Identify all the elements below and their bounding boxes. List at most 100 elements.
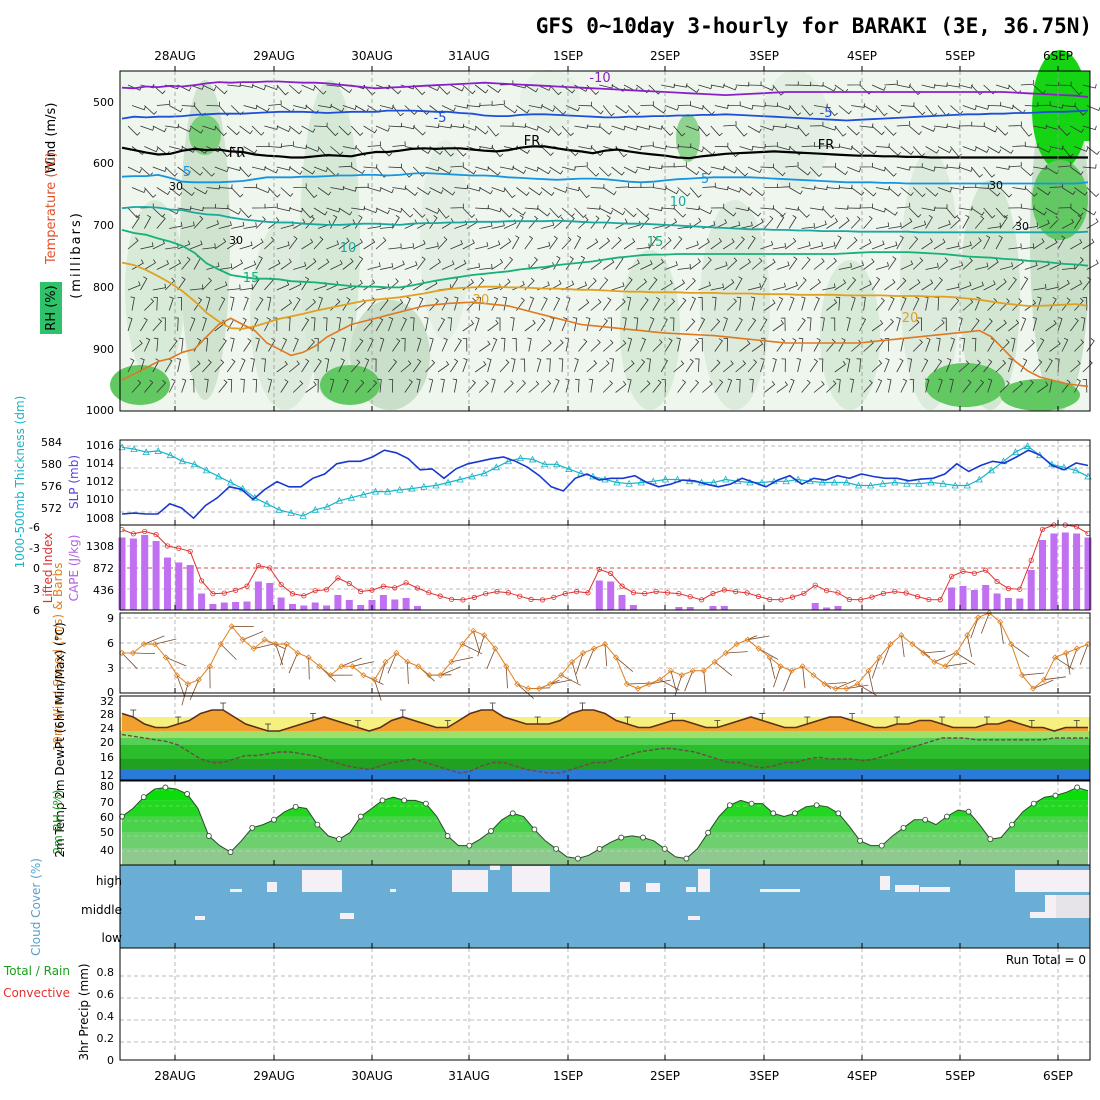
wind-barb <box>975 262 989 270</box>
wind10m-point <box>118 649 126 657</box>
li-point <box>914 593 921 600</box>
wind-barb <box>971 337 977 352</box>
cape-bar <box>289 604 296 610</box>
wind-barb <box>1032 359 1043 373</box>
wind-barb <box>925 214 933 229</box>
wind-barb <box>127 125 141 136</box>
wind-barb <box>995 207 1008 219</box>
wind-barb <box>689 258 701 270</box>
wind10m-point <box>667 667 674 674</box>
wind-barb <box>838 217 850 229</box>
wind10m-point <box>865 667 872 674</box>
wind-barb <box>276 280 290 291</box>
temp-minmax <box>534 716 541 724</box>
wind-barb <box>516 380 526 393</box>
cape-bar <box>379 595 387 610</box>
wind-barb <box>429 337 434 352</box>
temp2m-panel <box>120 702 1090 780</box>
wind-barb <box>189 317 196 332</box>
wind-barb <box>153 337 159 352</box>
wind-barb <box>317 187 332 196</box>
ytick-label: 28 <box>100 708 114 721</box>
ytick-label: 1010 <box>86 493 114 506</box>
thickness-point <box>359 490 368 498</box>
wind-barb <box>452 378 458 393</box>
li-point <box>267 565 273 571</box>
wind10m-barb <box>923 650 946 654</box>
wind-barb <box>834 360 846 373</box>
wind-barb <box>908 125 922 136</box>
wind-barb <box>206 220 220 229</box>
wind10m-point <box>272 641 279 648</box>
precip-total-label: Total / Rain <box>3 964 70 978</box>
wind-barb <box>536 166 551 175</box>
li-point <box>562 591 568 597</box>
wind-barb <box>999 215 1008 229</box>
wind-barb <box>516 297 525 311</box>
wind-barb <box>574 281 588 291</box>
wind-barb <box>189 284 204 291</box>
wind-barb <box>970 237 982 250</box>
wind10m-point <box>953 649 960 657</box>
wind-barb <box>127 317 133 332</box>
wind-barb <box>131 105 146 111</box>
wind-barb <box>673 83 688 88</box>
day-label: 30AUG <box>351 1069 393 1083</box>
cape-bar <box>720 606 728 610</box>
wind-barb <box>962 105 977 111</box>
wind10m-barb <box>901 635 905 658</box>
wind-barb <box>627 220 641 229</box>
wind-barb <box>144 337 151 352</box>
wind-barb <box>314 379 319 393</box>
wind-barb <box>462 84 476 95</box>
wind-barb <box>168 296 174 311</box>
wind-barb <box>739 258 751 270</box>
cloud-patch <box>267 882 277 892</box>
day-label: 5SEP <box>945 1069 975 1083</box>
wind10m-point <box>1030 685 1037 692</box>
ytick-label: 1000 <box>86 404 114 417</box>
wind-barb <box>466 263 481 270</box>
wind-barb <box>479 100 493 106</box>
cape-bar <box>152 541 160 610</box>
wind-barb <box>144 298 155 311</box>
li-point <box>380 583 386 589</box>
wind-barb <box>884 338 890 352</box>
ytick-label: 16 <box>100 751 114 764</box>
wind-barb <box>1074 297 1084 311</box>
thickness-point <box>528 455 537 463</box>
wind-barb <box>995 359 1007 373</box>
wind-barb <box>218 379 228 393</box>
wind-barb <box>425 359 436 373</box>
temp-minmax <box>399 709 406 717</box>
thickness-point <box>625 479 633 487</box>
li-point <box>460 597 466 603</box>
wind-barb <box>950 337 956 352</box>
wind-barb <box>946 82 961 88</box>
panel-frame <box>119 524 1091 611</box>
wind-barb <box>813 185 828 190</box>
wind-barb <box>193 215 204 229</box>
wind-barb <box>611 84 626 92</box>
wind-barb <box>324 358 330 373</box>
wind-barb <box>416 105 430 115</box>
rh-point <box>640 834 646 841</box>
thickness-point <box>492 463 500 471</box>
wind-barb <box>239 166 252 178</box>
wind-barb <box>520 358 526 373</box>
rh-point <box>792 810 798 817</box>
wind-barb <box>797 207 810 218</box>
wind-barb <box>673 236 683 250</box>
wind-barb <box>909 378 915 393</box>
wind-barb <box>995 84 1010 90</box>
wind-barb <box>330 185 345 191</box>
wind-barb <box>1012 141 1026 147</box>
rh-axis-label: RH (%) <box>44 285 59 330</box>
wind-barb <box>685 125 700 132</box>
wind10m-point <box>623 681 631 688</box>
wind-barb <box>714 185 729 191</box>
wind-barb <box>202 243 216 250</box>
thickness-point <box>963 481 971 489</box>
wind-barb <box>450 358 459 373</box>
li-point <box>767 596 773 603</box>
